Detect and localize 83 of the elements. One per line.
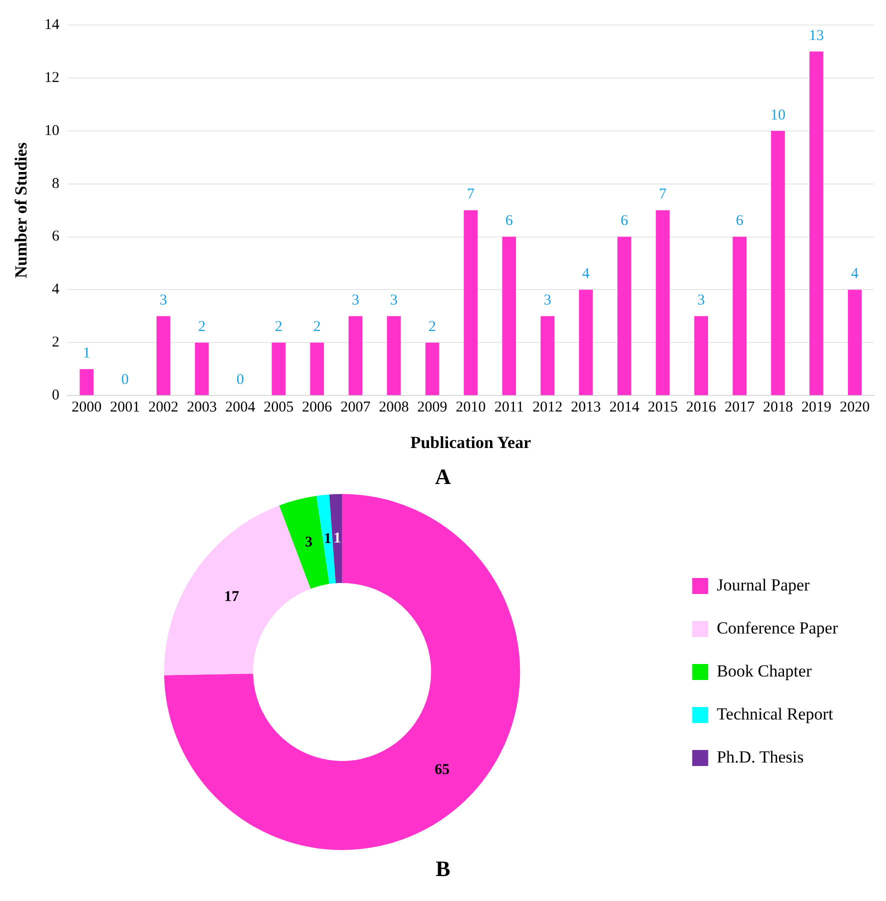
data-label: 3 (304, 534, 312, 551)
data-label: 0 (121, 372, 129, 388)
x-tick-label: 2007 (340, 400, 371, 416)
data-label: 2 (428, 319, 436, 336)
y-tick-label: 10 (44, 122, 60, 139)
data-label: 13 (808, 28, 824, 44)
x-tick-label: 2016 (686, 400, 717, 416)
x-tick-label: 2001 (110, 400, 140, 416)
data-label: 4 (582, 266, 590, 282)
y-tick-label: 0 (52, 388, 60, 404)
data-label: 2 (313, 319, 321, 336)
y-tick-label: 4 (52, 282, 60, 298)
x-tick-label: 2002 (148, 400, 178, 416)
data-label: 3 (697, 292, 705, 309)
data-label: 7 (659, 186, 667, 203)
x-axis-title: Publication Year (410, 433, 532, 452)
data-label: 7 (466, 186, 475, 203)
bar (771, 130, 785, 396)
x-tick-label: 2008 (378, 400, 409, 416)
bar (464, 210, 478, 396)
bar (310, 342, 324, 396)
data-label: 3 (352, 292, 360, 309)
legend-label: Technical Report (716, 704, 834, 724)
x-tick-label: 2020 (840, 400, 870, 416)
data-label: 6 (736, 213, 744, 230)
data-label: 3 (390, 292, 398, 309)
text: A (434, 464, 452, 490)
bar (732, 236, 746, 396)
data-label: 4 (851, 266, 860, 282)
data-label: 1 (324, 531, 332, 548)
legend-label: Ph.D. Thesis (716, 747, 804, 766)
bar (156, 316, 170, 396)
x-tick-label: 2013 (570, 400, 601, 416)
x-tick-label: 2009 (417, 400, 448, 416)
bar (809, 51, 824, 396)
bar (80, 369, 94, 396)
bar (386, 316, 401, 396)
legend-label: Conference Paper (716, 618, 838, 638)
text: B (434, 856, 452, 882)
x-tick-label: 2012 (532, 400, 563, 416)
x-tick-label: 2019 (801, 400, 832, 416)
bar (694, 316, 708, 396)
data-label: 2 (274, 319, 282, 336)
x-tick-label: 2006 (302, 400, 333, 416)
x-tick-label: 2011 (494, 400, 524, 416)
data-label: 1 (334, 530, 342, 546)
bar (848, 290, 862, 396)
bar (656, 210, 670, 396)
x-tick-label: 2017 (724, 400, 756, 416)
data-label: 3 (544, 292, 552, 309)
bar (348, 316, 362, 396)
x-tick-label: 2005 (264, 400, 294, 416)
data-label: 6 (505, 213, 514, 230)
bar (425, 342, 440, 396)
bar (502, 236, 516, 396)
y-tick-label: 12 (44, 70, 60, 86)
x-tick-label: 2003 (186, 400, 217, 416)
bar (617, 236, 632, 396)
data-label: 65 (434, 762, 450, 778)
x-tick-label: 2014 (609, 400, 640, 416)
legend-label: Book Chapter (716, 661, 812, 680)
data-label: 0 (236, 372, 244, 388)
x-tick-label: 2000 (72, 400, 102, 416)
x-tick-label: 2015 (648, 400, 678, 416)
data-label: 2 (198, 319, 206, 336)
bar (272, 342, 286, 396)
data-label: 3 (160, 292, 168, 309)
y-tick-label: 2 (52, 334, 60, 351)
y-tick-label: 8 (52, 176, 60, 192)
x-tick-label: 2010 (456, 400, 486, 416)
bar (579, 290, 593, 396)
y-tick-label: 14 (44, 16, 60, 33)
data-label: 1 (82, 346, 90, 362)
y-tick-label: 6 (52, 228, 60, 245)
bar (540, 316, 554, 396)
data-label: 10 (770, 107, 786, 124)
bar (194, 342, 209, 396)
x-tick-label: 2004 (225, 400, 256, 416)
data-label: 6 (620, 213, 629, 230)
x-tick-label: 2018 (762, 400, 793, 416)
legend-label: Journal Paper (716, 575, 810, 594)
data-label: 17 (224, 588, 240, 605)
y-axis-title: Number of Studies (12, 142, 31, 278)
